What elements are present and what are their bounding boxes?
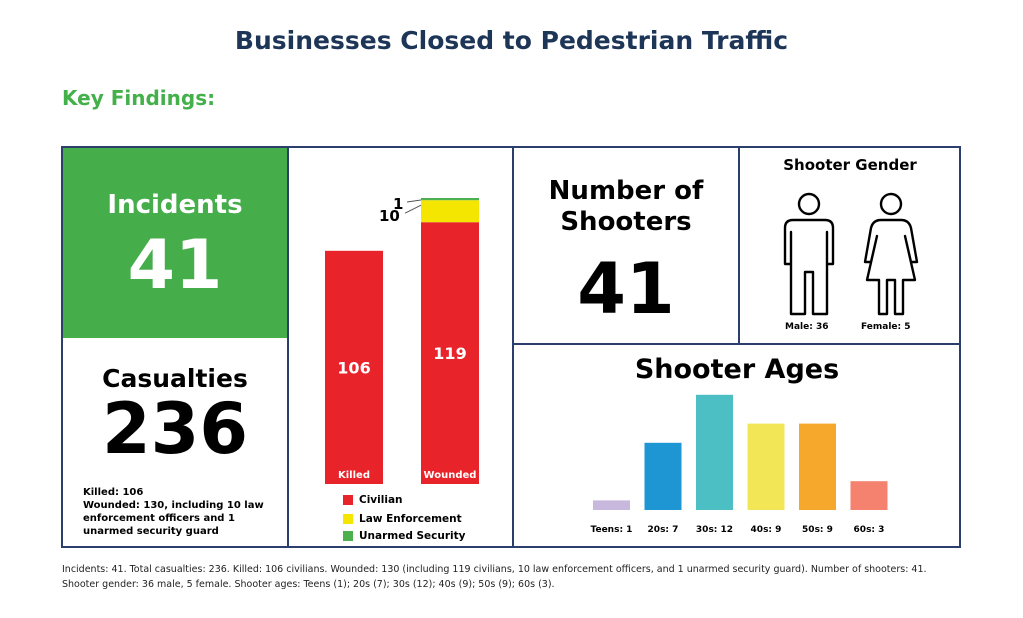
bar-killed-civilian: [325, 250, 383, 484]
casualties-killed-note: Killed: 106: [83, 487, 144, 498]
data-label: 10: [379, 207, 400, 225]
bar-age-2: [696, 394, 733, 510]
shooters-label: Number of Shooters: [513, 176, 739, 238]
data-label: 119: [433, 344, 466, 363]
tick-label: 20s: 7: [648, 525, 679, 535]
data-label: 1: [393, 195, 403, 213]
incidents-label: Incidents: [107, 190, 243, 220]
ages-panel: Shooter Ages Teens: 1 20s: 7 30s: 12 40s: 9…: [513, 344, 961, 548]
casualties-value: 236: [101, 388, 249, 470]
female-count: Female: 5: [861, 322, 911, 332]
bar-age-4: [799, 423, 836, 510]
casualties-label: Casualties: [102, 364, 248, 393]
bar-age-1: [644, 442, 682, 510]
findings-grid: Incidents 41 Casualties 236 Killed: 106 …: [61, 146, 961, 548]
divider: [513, 343, 961, 345]
gender-panel: Shooter Gender Male: 36 Female: 5: [739, 148, 961, 344]
casualties-panel: Casualties 236 Killed: 106 Wounded: 130,…: [63, 338, 287, 548]
male-count: Male: 36: [785, 322, 829, 332]
leader-line: [406, 199, 422, 203]
leader-line: [404, 204, 422, 214]
gender-label: Shooter Gender: [783, 156, 917, 174]
tick-label: 60s: 3: [854, 525, 885, 535]
tick-label: Teens: 1: [591, 525, 633, 535]
legend-label: Civilian: [359, 494, 403, 506]
summary-footnote: Incidents: 41. Total casualties: 236. Ki…: [62, 564, 927, 590]
shooters-label-line1: Number of: [548, 176, 704, 206]
casualty-bar-chart: Killed Wounded 106 119 101: [325, 195, 479, 484]
ages-title: Shooter Ages: [634, 354, 840, 385]
category-label: Killed: [338, 470, 370, 481]
divider: [738, 148, 740, 344]
legend-label: Unarmed Security: [359, 530, 466, 542]
bar-age-3: [747, 423, 785, 510]
casualties-note: Killed: 106 Wounded: 130, including 10 l…: [83, 486, 279, 538]
shooters-value: 41: [577, 248, 675, 330]
key-findings-heading: Key Findings:: [62, 86, 216, 110]
legend-swatch: [343, 514, 353, 524]
bar-wounded-law-enforcement: [421, 200, 479, 223]
age-bar-chart: Teens: 1 20s: 7 30s: 12 40s: 9 50s: 9 60s: 3: [591, 394, 888, 535]
divider: [287, 148, 289, 546]
tick-label: 50s: 9: [802, 525, 833, 535]
shooters-label-line2: Shooters: [560, 207, 692, 237]
bar-wounded-unarmed-security: [421, 198, 479, 201]
tick-label: 30s: 12: [696, 525, 733, 535]
tick-label: 40s: 9: [751, 525, 782, 535]
incidents-value: 41: [127, 226, 223, 305]
divider: [512, 148, 514, 546]
legend-label: Law Enforcement: [359, 513, 462, 525]
shooters-panel: Number of Shooters 41: [513, 148, 739, 344]
legend-swatch: [343, 531, 353, 541]
female-icon: [863, 192, 919, 316]
category-label: Wounded: [424, 470, 477, 481]
casualties-wounded-note: Wounded: 130, including 10 law enforceme…: [83, 500, 264, 537]
legend-swatch: [343, 495, 353, 505]
bar-age-0: [593, 500, 630, 510]
legend-item-unarmed-security: Unarmed Security: [343, 530, 466, 542]
incidents-panel: Incidents 41: [63, 148, 287, 338]
bar-wounded-civilian: [421, 222, 479, 484]
male-icon: [783, 192, 835, 316]
bar-age-5: [850, 481, 888, 510]
page-title: Businesses Closed to Pedestrian Traffic: [234, 26, 789, 55]
legend-item-civilian: Civilian: [343, 494, 403, 506]
legend-item-law-enforcement: Law Enforcement: [343, 513, 462, 525]
data-label: 106: [337, 358, 370, 377]
